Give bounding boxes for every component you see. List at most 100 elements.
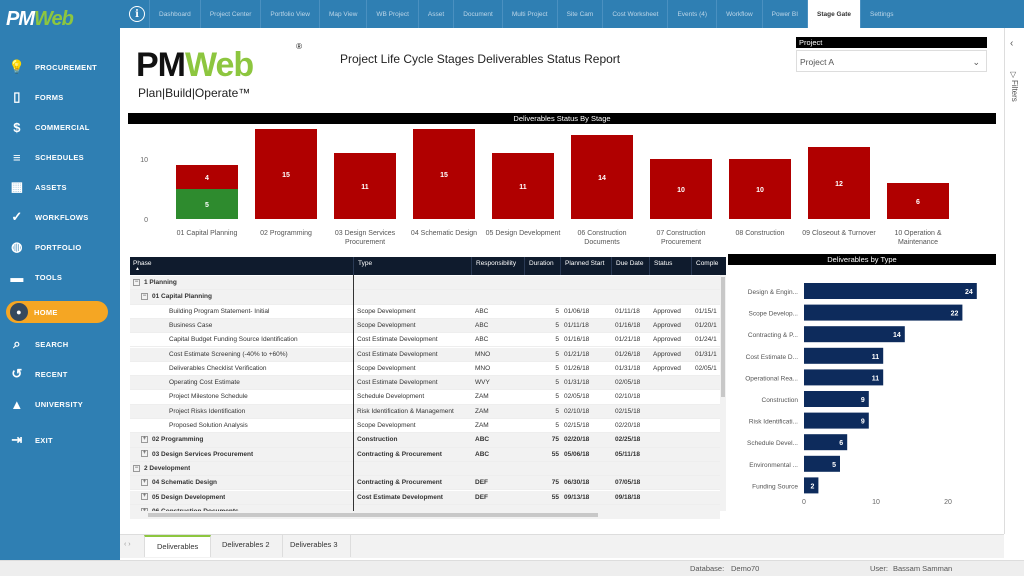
sidebar-item-exit[interactable]: ⇥ EXIT [0, 427, 120, 453]
tab-asset[interactable]: Asset [417, 0, 453, 28]
tab-settings[interactable]: Settings [860, 0, 903, 28]
collapse-icon[interactable]: − [133, 464, 140, 472]
top-tabs: Dashboard Project Center Portfolio View Map… [149, 0, 903, 28]
y-category-label: Schedule Devel... [747, 440, 798, 447]
table-row[interactable]: Project Risks Identification Risk Identif… [130, 404, 720, 419]
table-row[interactable]: −01 Capital Planning [130, 290, 720, 305]
cell-responsibility [475, 290, 523, 304]
table-row[interactable]: +02 Programming Construction ABC 75 02/20/18… [130, 433, 720, 448]
expand-icon[interactable]: + [141, 493, 148, 501]
sidebar-item-assets[interactable]: ▦ ASSETS [0, 174, 120, 200]
sidebar-item-label: SEARCH [35, 339, 69, 349]
tab-wb-project[interactable]: WB Project [366, 0, 418, 28]
table-row[interactable]: Project Milestone Schedule Schedule Devel… [130, 390, 720, 405]
sidebar-item-procurement[interactable]: 💡 PROCUREMENT [0, 54, 120, 80]
database-value: Demo70 [731, 564, 760, 573]
horizontal-scrollbar[interactable] [130, 511, 720, 519]
expand-icon[interactable]: + [141, 450, 148, 458]
expand-icon[interactable]: + [141, 436, 148, 444]
table-row[interactable]: +03 Design Services Procurement Contracti… [130, 447, 720, 462]
cell-type: Risk Identification & Management [357, 407, 454, 415]
table-row[interactable]: −2 Development [130, 461, 720, 477]
cell-responsibility: ABC [475, 436, 490, 444]
y-category-label: Contracting & P... [748, 332, 798, 339]
sidebar-item-portfolio[interactable]: ◍ PORTFOLIO [0, 234, 120, 260]
bar-other-1 [176, 165, 238, 189]
table-row[interactable]: Operating Cost Estimate Cost Estimate Dev… [130, 376, 720, 391]
table-row[interactable]: Cost Estimate Screening (-40% to +60%) Co… [130, 347, 720, 362]
tab-cost-worksheet[interactable]: Cost Worksheet [602, 0, 667, 28]
cell-planned-start: 02/20/18 [564, 436, 590, 444]
avatar-icon: ● [10, 303, 28, 321]
type-bar-7 [804, 412, 869, 429]
table-row[interactable]: Proposed Solution Analysis Scope Developm… [130, 419, 720, 434]
cell-type: Cost Estimate Development [357, 379, 438, 387]
page-tab-deliverables-2[interactable]: Deliverables 2 [210, 535, 283, 557]
tab-site-cam[interactable]: Site Cam [556, 0, 603, 28]
tab-map-view[interactable]: Map View [318, 0, 366, 28]
history-icon: ↺ [11, 366, 23, 381]
search-icon: ⌕ [13, 336, 21, 351]
collapse-icon[interactable]: − [133, 278, 140, 286]
tab-events-4[interactable]: Events (4) [667, 0, 716, 28]
table-row[interactable]: Capital Budget Funding Source Identifica… [130, 333, 720, 348]
sidebar-item-schedules[interactable]: ≡ SCHEDULES [0, 144, 120, 170]
x-tick-label: 07 Construction [656, 230, 705, 237]
column-header-responsibility[interactable]: Responsibility [473, 257, 525, 275]
y-category-label: Scope Develop... [748, 311, 798, 318]
column-header-comple[interactable]: Comple [693, 257, 726, 275]
column-header-phase[interactable]: Phase [130, 257, 354, 275]
x-tick-label: 10 [872, 499, 880, 506]
document-icon: ▯ [13, 89, 21, 104]
table-row[interactable]: Deliverables Checklist Verification Scope… [130, 362, 720, 377]
cell-planned-start: 01/11/18 [564, 321, 589, 329]
sidebar-item-recent[interactable]: ↺ RECENT [0, 361, 120, 387]
column-header-type[interactable]: Type [355, 257, 472, 275]
x-tick-label: Maintenance [898, 239, 938, 246]
tab-portfolio-view[interactable]: Portfolio View [260, 0, 319, 28]
collapse-icon[interactable]: − [141, 293, 148, 301]
sidebar-item-commercial[interactable]: $ COMMERCIAL [0, 114, 120, 140]
table-row[interactable]: +05 Design Development Cost Estimate Deve… [130, 490, 720, 505]
expand-icon[interactable]: + [141, 478, 148, 486]
table-row[interactable]: −1 Planning [130, 276, 720, 291]
tab-dashboard[interactable]: Dashboard [149, 0, 200, 28]
info-icon[interactable]: i [129, 6, 145, 22]
cell-type: Schedule Development [357, 393, 425, 401]
page-tab-deliverables[interactable]: Deliverables [144, 535, 212, 557]
tab-power-bi[interactable]: Power BI [761, 0, 807, 28]
tab-workflow[interactable]: Workflow [716, 0, 762, 28]
chevron-left-icon[interactable]: ‹ [1010, 38, 1014, 49]
tab-stage-gate[interactable]: Stage Gate [807, 0, 861, 28]
cell-duration: 5 [555, 336, 559, 344]
table-row[interactable]: Business Case Scope Development ABC 5 01/11/… [130, 318, 720, 334]
sidebar-item-search[interactable]: ⌕ SEARCH [0, 331, 120, 357]
column-header-duration[interactable]: Duration [526, 257, 561, 275]
sidebar-item-label: WORKFLOWS [35, 212, 89, 222]
sidebar-item-workflows[interactable]: ✓ WORKFLOWS [0, 204, 120, 230]
cell-type: Contracting & Procurement [357, 479, 442, 487]
page-tab-deliverables-3[interactable]: Deliverables 3 [278, 535, 351, 557]
bar-value-label: 15 [282, 172, 290, 179]
tab-multi-project[interactable]: Multi Project [501, 0, 557, 28]
project-filter-select[interactable]: Project A ⌄ [796, 50, 987, 72]
pmweb-logo[interactable]: PM Web [6, 7, 74, 30]
sidebar-item-tools[interactable]: ▬ TOOLS [0, 264, 120, 290]
filters-panel[interactable]: ‹ ▽ Filters [1004, 28, 1024, 534]
cell-due-date [615, 276, 648, 290]
sidebar-item-forms[interactable]: ▯ FORMS [0, 84, 120, 110]
cell-planned-start: 01/16/18 [564, 336, 590, 344]
table-row[interactable]: Building Program Statement- Initial Scope… [130, 305, 720, 319]
cell-comple: 01/20/1 [695, 321, 717, 329]
page-nav-arrows[interactable]: ‹ › [124, 541, 131, 548]
column-header-status[interactable]: Status [651, 257, 692, 275]
vertical-scrollbar[interactable] [720, 275, 726, 511]
column-header-planned-start[interactable]: Planned Start [562, 257, 612, 275]
tab-document[interactable]: Document [453, 0, 502, 28]
bar-other-4 [413, 129, 475, 219]
sidebar-item-university[interactable]: ▲ UNIVERSITY [0, 391, 120, 417]
sidebar-item-home[interactable]: ● HOME [6, 301, 108, 323]
column-header-due-date[interactable]: Due Date [613, 257, 650, 275]
table-row[interactable]: +04 Schematic Design Contracting & Procur… [130, 476, 720, 491]
tab-project-center[interactable]: Project Center [199, 0, 261, 28]
